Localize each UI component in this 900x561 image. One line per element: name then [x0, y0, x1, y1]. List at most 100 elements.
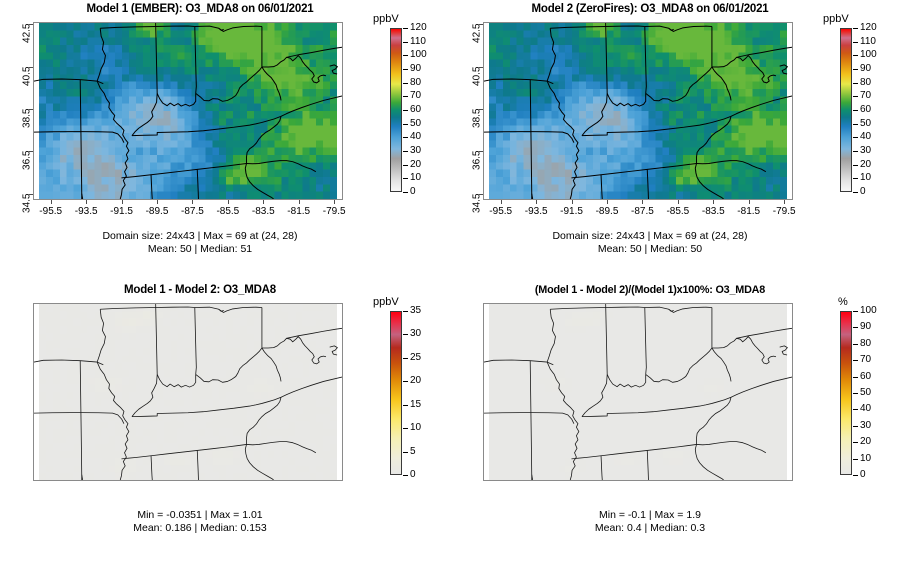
- y-tick-mark: [29, 66, 33, 68]
- x-tick-mark: [748, 200, 750, 204]
- colorbar-tick-mark: [853, 151, 858, 152]
- subtitle-line-1: Domain size: 24x43 | Max = 69 at (24, 28…: [552, 230, 748, 242]
- colorbar-tick-label: 40: [860, 403, 872, 415]
- colorbar-tick-mark: [403, 69, 408, 70]
- colorbar-tick-label: 5: [410, 445, 416, 457]
- y-tick-label: 36.5: [471, 150, 483, 171]
- colorbar-tick-label: 10: [860, 172, 872, 184]
- y-tick-mark: [29, 151, 33, 153]
- colorbar-gradient: [840, 28, 852, 192]
- subtitle-line-1: Domain size: 24x43 | Max = 69 at (24, 28…: [102, 230, 298, 242]
- x-tick-mark: [192, 200, 194, 204]
- colorbar-tick-label: 120: [860, 22, 877, 33]
- colorbar-tick-label: 110: [860, 35, 876, 47]
- x-tick-label: -91.5: [560, 206, 583, 217]
- x-tick-mark: [50, 200, 52, 204]
- colorbar-tick-mark: [853, 393, 858, 394]
- colorbar-tick-label: 0: [860, 186, 866, 197]
- panel-subtitle: Domain size: 24x43 | Max = 69 at (24, 28…: [450, 230, 850, 256]
- colorbar-gradient: [390, 311, 402, 475]
- colorbar-tick-mark: [853, 425, 858, 427]
- colorbar-tick-mark: [853, 110, 858, 111]
- x-tick-mark: [121, 200, 123, 204]
- colorbar-tick-label: 10: [410, 172, 422, 184]
- x-tick-label: -95.5: [39, 206, 63, 217]
- colorbar-tick-mark: [853, 178, 858, 180]
- y-tick-mark: [479, 108, 483, 110]
- colorbar-tick-label: 20: [410, 375, 422, 387]
- x-tick-mark: [86, 200, 88, 204]
- colorbar-tick-mark: [853, 123, 858, 125]
- colorbar-tick-mark: [403, 123, 408, 125]
- panel-subtitle: Domain size: 24x43 | Max = 69 at (24, 28…: [0, 230, 400, 256]
- colorbar-tick-mark: [853, 409, 858, 411]
- colorbar-tick-label: 110: [410, 35, 426, 47]
- colorbar-tick-mark: [853, 164, 858, 166]
- colorbar-tick-mark: [403, 110, 408, 111]
- colorbar-unit-label: ppbV: [373, 296, 399, 308]
- colorbar-tick-mark: [403, 451, 408, 453]
- colorbar-tick-mark: [853, 343, 858, 345]
- x-tick-label: -79.5: [322, 206, 346, 217]
- colorbar-tick-label: 30: [410, 145, 422, 156]
- panel-subtitle: Min = -0.0351 | Max = 1.01 Mean: 0.186 | …: [0, 509, 400, 535]
- x-tick-mark: [263, 200, 265, 204]
- x-tick-mark: [227, 200, 229, 204]
- subtitle-line-2: Mean: 50 | Median: 50: [597, 243, 703, 255]
- ozone-raster: [39, 23, 337, 199]
- ozone-raster: [39, 304, 337, 480]
- colorbar-tick-label: 20: [410, 158, 422, 170]
- colorbar-tick-label: 50: [860, 387, 872, 398]
- colorbar-tick-label: 25: [410, 351, 422, 363]
- colorbar-tick-label: 70: [410, 90, 422, 102]
- colorbar-tick-mark: [853, 41, 858, 43]
- panel-subtitle: Min = -0.1 | Max = 1.9 Mean: 0.4 | Median…: [450, 509, 850, 535]
- colorbar-tick-mark: [403, 381, 408, 383]
- colorbar-tick-label: 50: [410, 117, 422, 129]
- colorbar-tick-label: 40: [410, 131, 422, 143]
- subtitle-line-1: Min = -0.0351 | Max = 1.01: [137, 509, 263, 521]
- x-tick-mark: [157, 200, 158, 204]
- x-tick-label: -85.5: [216, 206, 240, 217]
- map-plot-box: [483, 22, 793, 200]
- colorbar-tick-mark: [853, 311, 858, 312]
- colorbar-tick-label: 20: [860, 158, 872, 170]
- x-tick-label: -91.5: [110, 206, 133, 217]
- y-tick-label: 40.5: [471, 66, 483, 86]
- x-tick-label: -87.5: [631, 206, 654, 217]
- colorbar-tick-label: 80: [860, 76, 872, 88]
- colorbar-tick-mark: [853, 28, 858, 29]
- colorbar-tick-mark: [403, 357, 408, 359]
- panel-difference: Model 1 - Model 2: O3_MDA8 Min = -0.0351 …: [0, 281, 450, 561]
- colorbar-tick-mark: [853, 458, 858, 460]
- colorbar-tick-mark: [853, 360, 858, 362]
- x-tick-label: -83.5: [251, 206, 275, 217]
- colorbar-tick-mark: [853, 376, 858, 378]
- colorbar-tick-mark: [853, 96, 858, 98]
- colorbar-tick-label: 40: [860, 131, 872, 143]
- colorbar-tick-mark: [403, 137, 408, 139]
- colorbar-unit-label: ppbV: [373, 13, 399, 25]
- colorbar-tick-mark: [853, 55, 858, 57]
- colorbar-tick-label: 10: [410, 422, 422, 434]
- y-tick-mark: [479, 193, 483, 195]
- panel-percent-difference: (Model 1 - Model 2)/(Model 1)x100%: O3_M…: [450, 281, 900, 561]
- colorbar-tick-mark: [403, 164, 408, 166]
- colorbar-tick-label: 60: [860, 370, 872, 382]
- colorbar-tick-label: 100: [860, 305, 877, 316]
- map-plot-box: [33, 303, 343, 481]
- colorbar-tick-mark: [853, 137, 858, 139]
- colorbar-tick-mark: [403, 428, 408, 430]
- colorbar-tick-label: 10: [860, 452, 872, 464]
- panel-title: Model 1 - Model 2: O3_MDA8: [124, 284, 276, 296]
- subtitle-line-2: Mean: 0.186 | Median: 0.153: [133, 522, 267, 534]
- colorbar-tick-label: 35: [410, 305, 422, 316]
- y-tick-mark: [29, 108, 33, 110]
- x-tick-mark: [298, 200, 300, 204]
- x-tick-mark: [642, 200, 644, 204]
- colorbar-tick-label: 15: [410, 398, 422, 410]
- panel-title: Model 2 (ZeroFires): O3_MDA8 on 06/01/20…: [531, 3, 769, 15]
- colorbar-tick-mark: [403, 151, 408, 152]
- panel-title: Model 1 (EMBER): O3_MDA8 on 06/01/2021: [86, 3, 314, 15]
- subtitle-line-2: Mean: 0.4 | Median: 0.3: [594, 522, 706, 534]
